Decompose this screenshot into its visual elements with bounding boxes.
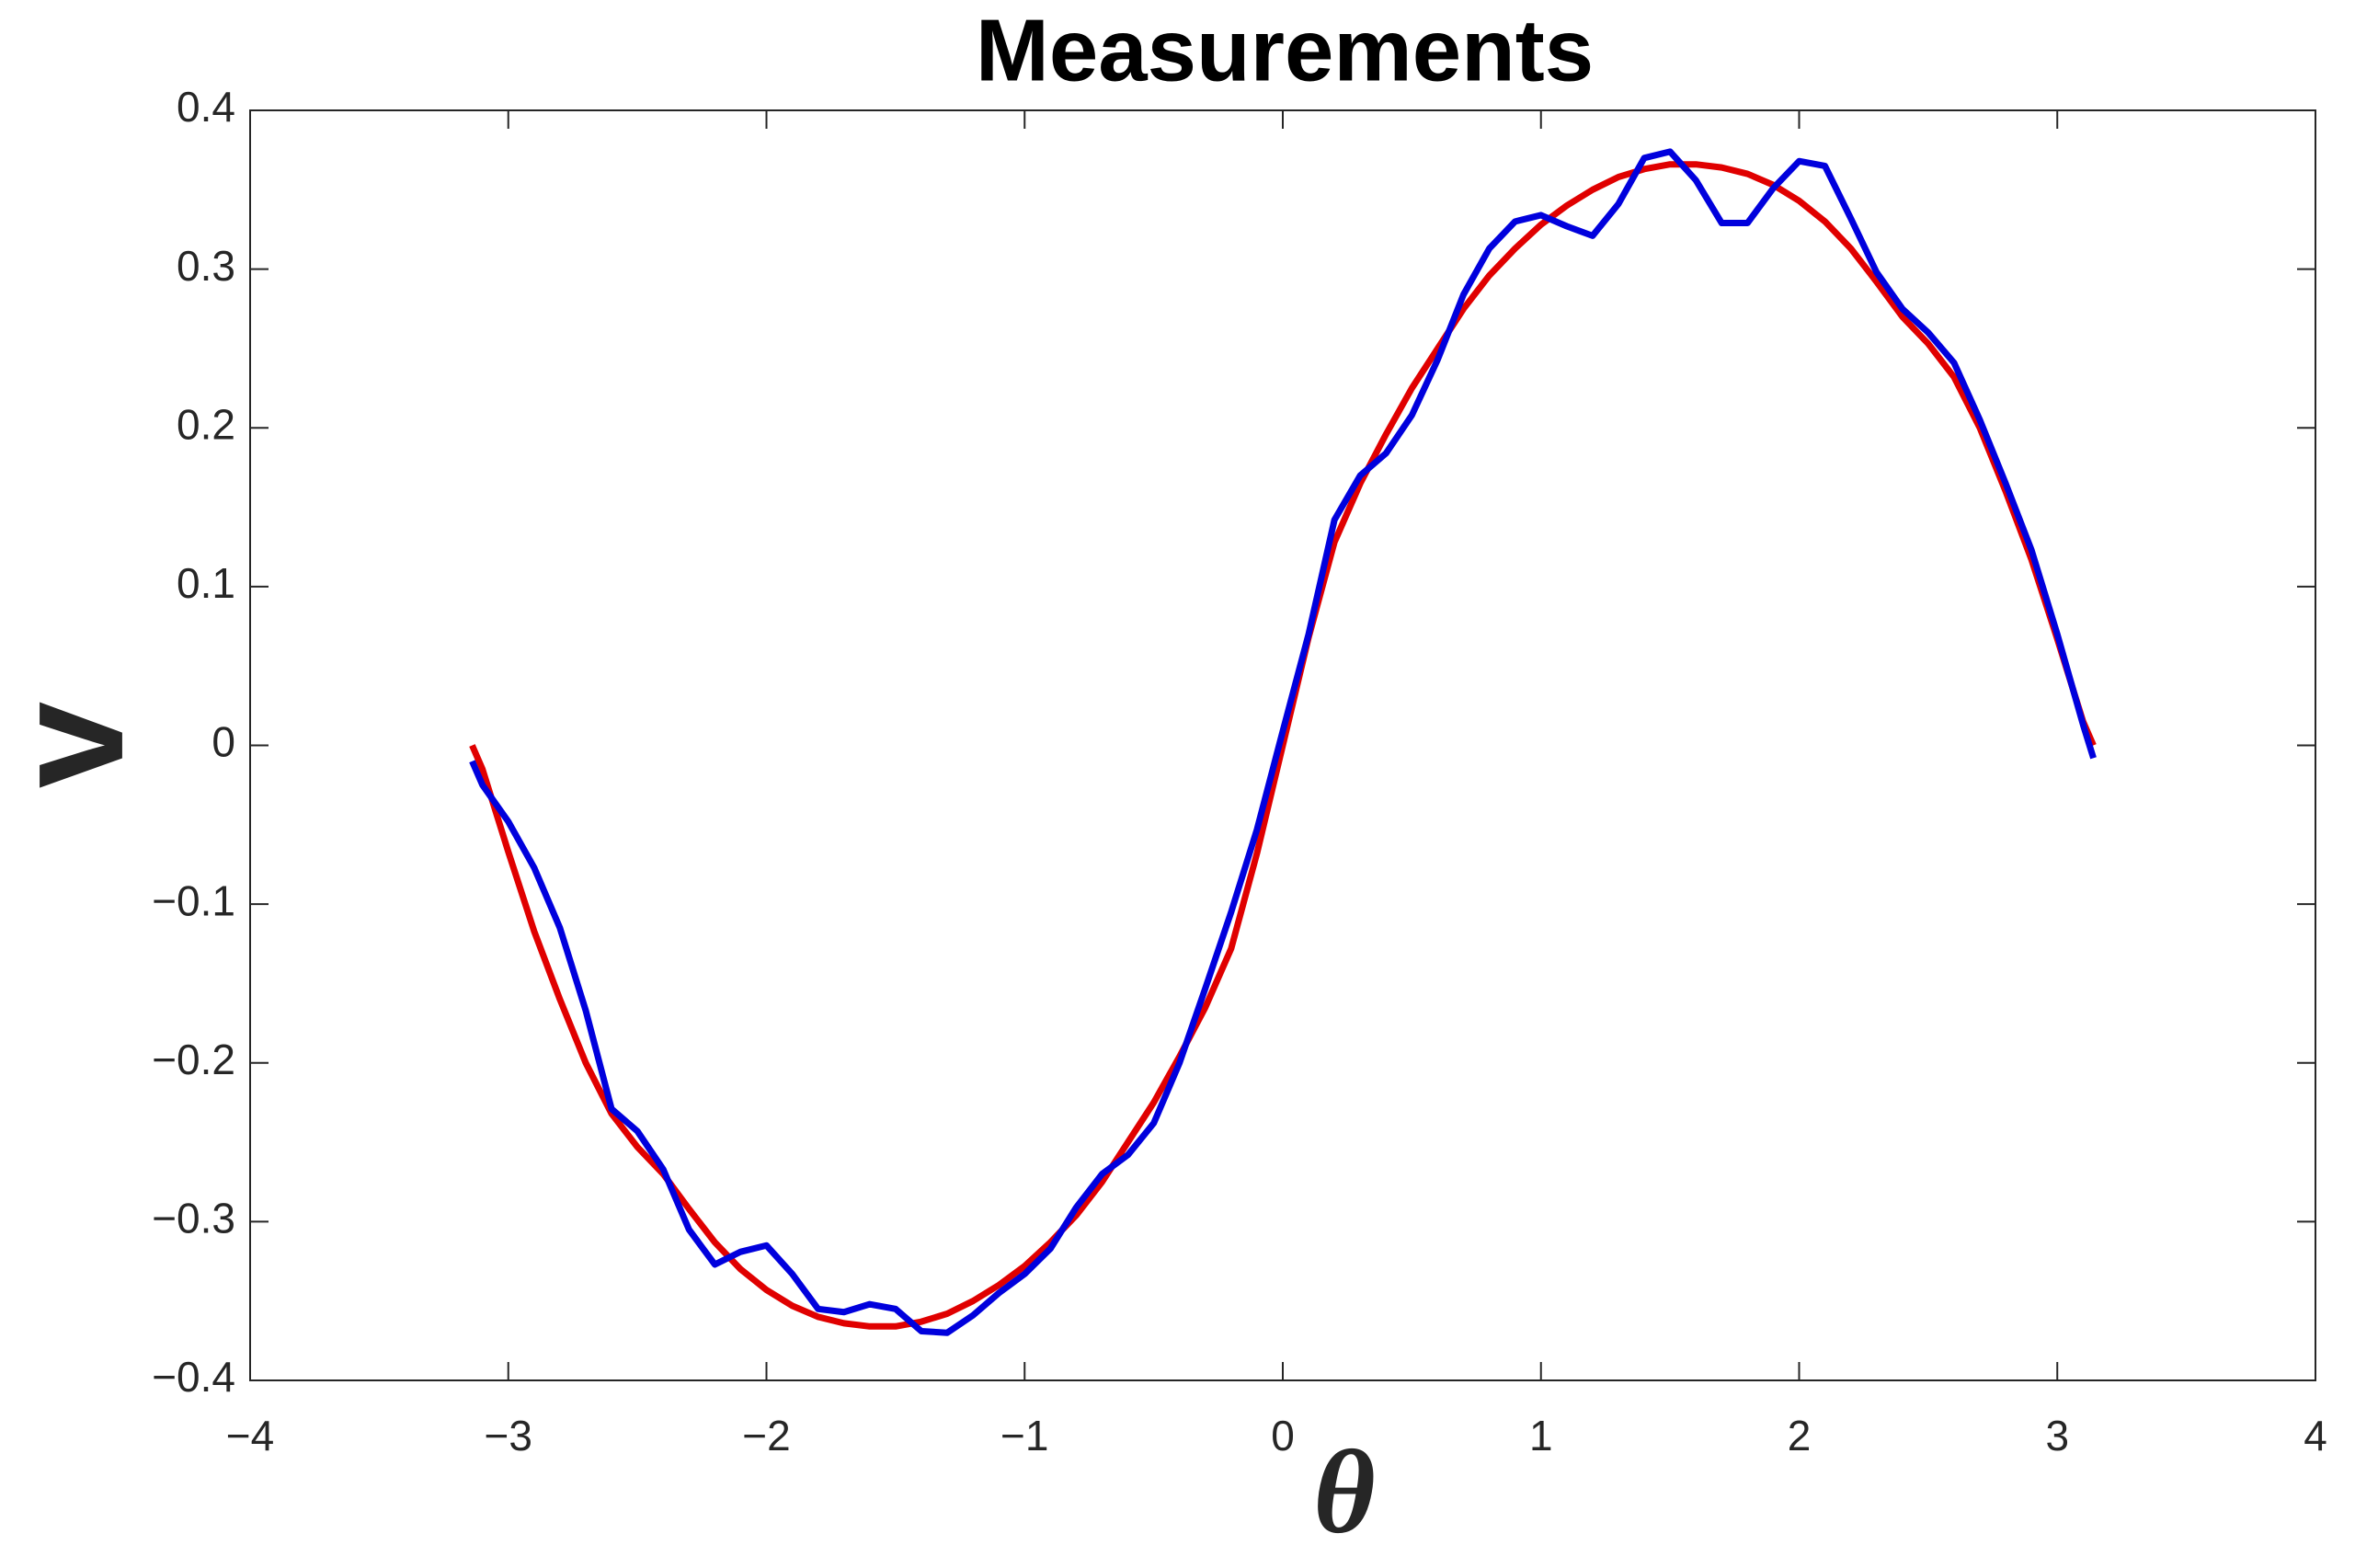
y-tick-label: 0.1 (177, 559, 235, 607)
y-tick-label: 0.4 (177, 83, 235, 131)
x-tick-label: 4 (2304, 1412, 2327, 1459)
y-tick-label: 0.3 (177, 242, 235, 290)
x-tick-label: −2 (742, 1412, 790, 1459)
x-tick-label: 1 (1529, 1412, 1553, 1459)
y-tick-label: −0.2 (152, 1036, 235, 1083)
y-tick-label: −0.4 (152, 1353, 235, 1401)
data-line (469, 148, 2097, 1336)
y-tick-label: 0 (211, 718, 235, 766)
x-tick-label: −1 (1000, 1412, 1048, 1459)
y-tick-label: 0.2 (177, 400, 235, 448)
x-tick-label: 3 (2045, 1412, 2069, 1459)
y-axis-label: v (0, 702, 156, 789)
y-tick-label: −0.1 (152, 876, 235, 924)
x-tick-label: −4 (226, 1412, 274, 1459)
x-tick-label: 2 (1788, 1412, 1812, 1459)
x-tick-label: 0 (1271, 1412, 1295, 1459)
y-tick-label: −0.3 (152, 1195, 235, 1242)
chart-title: Measurements (976, 1, 1594, 99)
x-axis-label: θ (1313, 1426, 1375, 1559)
data-line (469, 161, 2097, 1330)
x-tick-label: −3 (485, 1412, 532, 1459)
